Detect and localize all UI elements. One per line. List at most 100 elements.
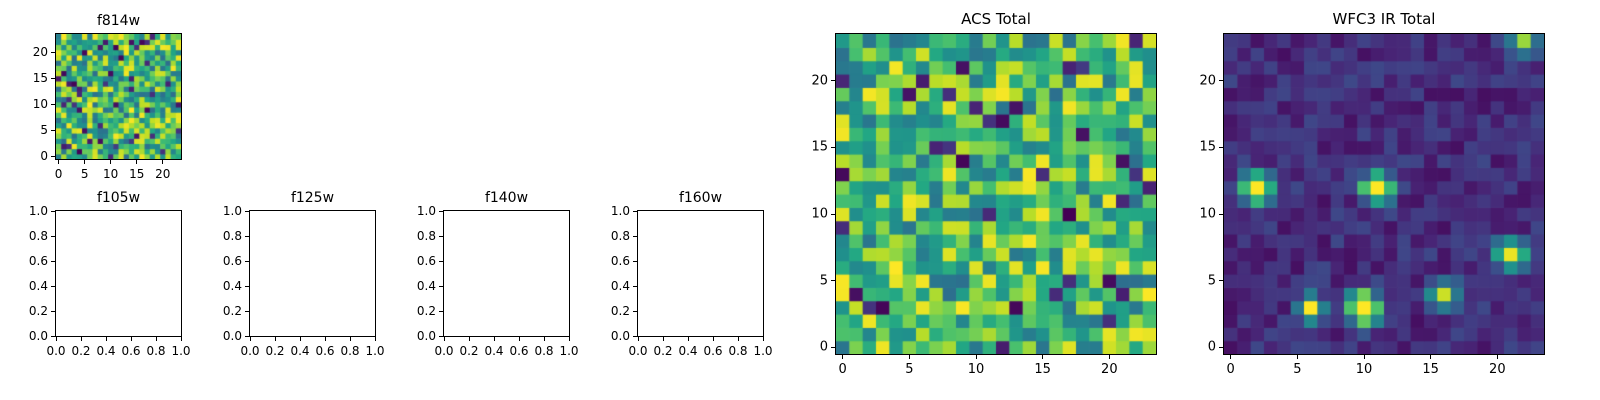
subplot-f140w: f140w 0.0 0.2 0.4 0.6 0.8 1.0 0.0 0.2 0.4 0.6 0.8 1… bbox=[417, 190, 579, 358]
x-tick-label: 0.0 bbox=[628, 344, 648, 358]
x-tick-label: 1.0 bbox=[171, 344, 191, 358]
y-tick-label: 1.0 bbox=[610, 204, 630, 218]
y-tick-mark bbox=[51, 335, 56, 337]
x-tick-label: 0.2 bbox=[653, 344, 673, 358]
x-tick-mark bbox=[374, 336, 376, 341]
subplot-title-f105w: f105w bbox=[96, 190, 141, 206]
y-tick-label: 0.8 bbox=[416, 229, 436, 243]
y-tick-label: 0.6 bbox=[28, 254, 48, 268]
x-tick-label: 0.2 bbox=[459, 344, 479, 358]
x-tick-mark bbox=[1496, 354, 1498, 359]
y-tick-label: 1.0 bbox=[28, 204, 48, 218]
y-tick-label: 0 bbox=[40, 149, 48, 164]
y-tick-mark bbox=[831, 80, 836, 82]
x-tick-mark bbox=[80, 336, 82, 341]
y-tick-mark bbox=[51, 310, 56, 312]
acs-total-heatmap-image bbox=[836, 34, 1156, 354]
f814w-heatmap-image bbox=[56, 34, 181, 159]
y-tick-label: 0.2 bbox=[610, 304, 630, 318]
y-tick-mark bbox=[633, 260, 638, 262]
y-tick-label: 10 bbox=[1199, 206, 1216, 222]
y-tick-label: 0.2 bbox=[222, 304, 242, 318]
y-tick-label: 0.8 bbox=[610, 229, 630, 243]
x-tick-label: 15 bbox=[129, 167, 145, 181]
x-tick-mark bbox=[84, 159, 86, 164]
x-tick-mark bbox=[1363, 354, 1365, 359]
x-tick-label: 0.8 bbox=[146, 344, 166, 358]
x-tick-mark bbox=[105, 336, 107, 341]
x-tick-label: 5 bbox=[905, 362, 914, 377]
x-tick-label: 0.4 bbox=[96, 344, 116, 358]
x-tick-mark bbox=[155, 336, 157, 341]
x-tick-mark bbox=[468, 336, 470, 341]
y-tick-mark bbox=[633, 285, 638, 287]
subplot-title-f140w: f140w bbox=[484, 190, 529, 206]
x-tick-mark bbox=[249, 336, 251, 341]
x-tick-label: 20 bbox=[155, 167, 171, 181]
subplot-title-f814w: f814w bbox=[96, 13, 141, 29]
y-tick-mark bbox=[439, 335, 444, 337]
y-tick-mark bbox=[1219, 213, 1224, 215]
y-tick-mark bbox=[51, 285, 56, 287]
x-tick-label: 0.8 bbox=[340, 344, 360, 358]
subplot-title-wfc3-ir-total: WFC3 IR Total bbox=[1332, 10, 1436, 28]
x-tick-mark bbox=[162, 159, 164, 164]
y-tick-mark bbox=[439, 285, 444, 287]
subplot-f814w: f814w 0 5 10 15 20 0 5 10 15 20 bbox=[33, 13, 182, 181]
y-tick-mark bbox=[51, 103, 56, 105]
y-tick-label: 15 bbox=[1199, 139, 1216, 155]
y-tick-label: 20 bbox=[811, 73, 828, 89]
x-tick-mark bbox=[662, 336, 664, 341]
x-tick-mark bbox=[543, 336, 545, 341]
subplot-f105w: f105w 0.0 0.2 0.4 0.6 0.8 1.0 0.0 0.2 0.4 0.6 0.8 1… bbox=[29, 190, 191, 358]
x-tick-label: 0.0 bbox=[240, 344, 260, 358]
x-tick-mark bbox=[110, 159, 112, 164]
y-tick-mark bbox=[831, 146, 836, 148]
x-tick-label: 10 bbox=[967, 362, 985, 377]
y-tick-mark bbox=[633, 210, 638, 212]
x-tick-mark bbox=[518, 336, 520, 341]
x-tick-mark bbox=[1108, 354, 1110, 359]
x-tick-label: 10 bbox=[103, 167, 119, 181]
y-tick-mark bbox=[439, 310, 444, 312]
x-tick-mark bbox=[737, 336, 739, 341]
x-tick-mark bbox=[324, 336, 326, 341]
subplot-acs-total: ACS Total 0 5 10 15 20 0 5 10 15 20 bbox=[811, 10, 1157, 377]
x-tick-mark bbox=[762, 336, 764, 341]
x-tick-mark bbox=[274, 336, 276, 341]
y-tick-mark bbox=[51, 260, 56, 262]
x-tick-label: 0.0 bbox=[434, 344, 454, 358]
x-tick-mark bbox=[180, 336, 182, 341]
y-tick-label: 0.2 bbox=[416, 304, 436, 318]
x-tick-label: 15 bbox=[1034, 362, 1051, 377]
x-tick-mark bbox=[1230, 354, 1232, 359]
y-tick-mark bbox=[245, 235, 250, 237]
y-tick-mark bbox=[51, 77, 56, 79]
y-tick-mark bbox=[51, 51, 56, 53]
y-tick-label: 0.8 bbox=[28, 229, 48, 243]
x-tick-mark bbox=[712, 336, 714, 341]
x-tick-mark bbox=[1430, 354, 1432, 359]
x-tick-mark bbox=[1296, 354, 1298, 359]
subplot-title-f160w: f160w bbox=[678, 190, 723, 206]
subplot-title-acs-total: ACS Total bbox=[961, 10, 1031, 28]
x-tick-label: 0.8 bbox=[534, 344, 554, 358]
y-tick-label: 20 bbox=[1199, 73, 1216, 89]
y-tick-mark bbox=[831, 280, 836, 282]
x-tick-label: 5 bbox=[1293, 362, 1302, 377]
y-tick-mark bbox=[245, 310, 250, 312]
x-tick-mark bbox=[842, 354, 844, 359]
x-tick-label: 1.0 bbox=[559, 344, 579, 358]
y-tick-label: 0 bbox=[1207, 339, 1216, 355]
y-tick-label: 0.2 bbox=[28, 304, 48, 318]
x-tick-label: 10 bbox=[1355, 362, 1373, 377]
y-tick-label: 1.0 bbox=[222, 204, 242, 218]
y-tick-label: 10 bbox=[32, 97, 48, 112]
y-tick-label: 0.6 bbox=[222, 254, 242, 268]
x-tick-mark bbox=[130, 336, 132, 341]
x-tick-label: 0.6 bbox=[315, 344, 335, 358]
y-tick-label: 10 bbox=[811, 206, 828, 222]
x-tick-mark bbox=[975, 354, 977, 359]
x-tick-mark bbox=[136, 159, 138, 164]
